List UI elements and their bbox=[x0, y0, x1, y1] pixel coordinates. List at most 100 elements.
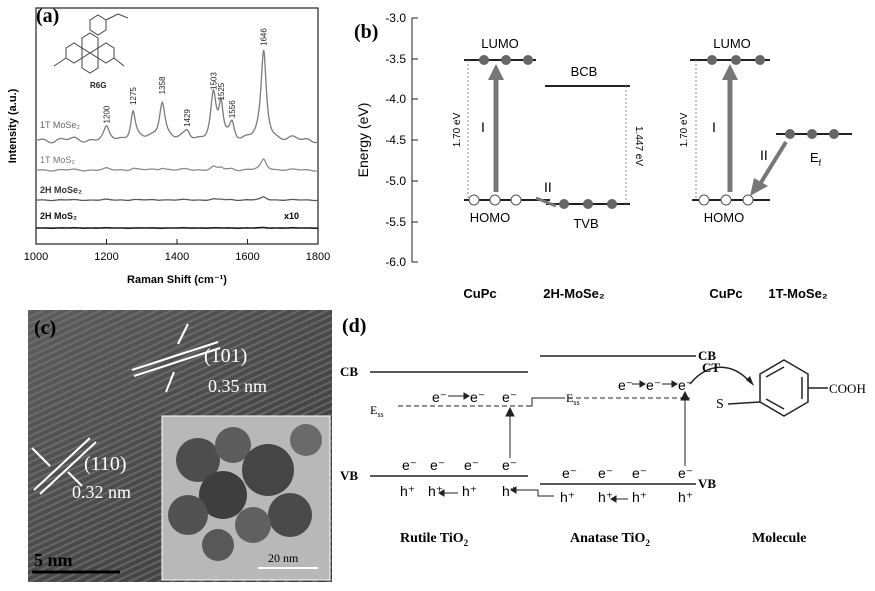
y-tick: -4.5 bbox=[385, 133, 406, 147]
peak-label: 1358 bbox=[158, 76, 167, 94]
filled-electrons-lumo-right bbox=[707, 55, 765, 65]
electron: e⁻ bbox=[402, 457, 417, 473]
trace-label-2h-mose2: 2H MoSe₂ bbox=[40, 185, 82, 195]
panel-b-energy-diagram: (b) -3.0 -3.5 -4.0 -4.5 -5.0 -5.5 -6.0 E… bbox=[354, 11, 852, 301]
hole: h⁺ bbox=[560, 489, 575, 505]
x-tick-label: 1200 bbox=[94, 251, 118, 263]
peak-label: 1525 bbox=[217, 82, 226, 100]
filled-electrons-ef bbox=[785, 129, 839, 139]
electron: e⁻ bbox=[678, 377, 693, 393]
arrow-head bbox=[722, 64, 738, 80]
hole: h⁺ bbox=[678, 489, 693, 505]
label-rutile-sub: 2 bbox=[464, 538, 469, 548]
plane-110-marker bbox=[31, 437, 97, 495]
x-tick-label: 1000 bbox=[24, 251, 48, 263]
electron: e⁻ bbox=[464, 457, 479, 473]
y-tick: -5.0 bbox=[385, 174, 406, 188]
panel-d-label: (d) bbox=[342, 315, 366, 337]
cooh-label: COOH bbox=[829, 381, 866, 396]
d-spacing-101: 0.35 nm bbox=[208, 376, 267, 396]
label-rutile-main: Rutile TiO bbox=[400, 531, 464, 546]
ess-main: E bbox=[370, 403, 377, 417]
y-tick: -6.0 bbox=[385, 255, 406, 269]
peak-label: 1200 bbox=[103, 105, 112, 123]
scale-label-inset: 20 nm bbox=[268, 551, 299, 565]
hole: h⁺ bbox=[598, 489, 613, 505]
arrow-label-I-right: I bbox=[712, 119, 716, 135]
hole: h⁺ bbox=[502, 483, 517, 499]
caption-2h-mose2: 2H-MoSe₂ bbox=[543, 286, 605, 301]
lumo-label-right: LUMO bbox=[713, 36, 751, 51]
plane-101-marker bbox=[131, 323, 221, 393]
bcb-label: BCB bbox=[571, 64, 598, 79]
r6g-molecule-sketch bbox=[53, 13, 129, 74]
transfer-arrow-II-left bbox=[535, 196, 557, 208]
scale-note: x10 bbox=[284, 211, 299, 221]
arrow-head bbox=[750, 178, 768, 196]
electron: e⁻ bbox=[678, 465, 693, 481]
cb-label-right: CB bbox=[698, 348, 716, 363]
transfer-arrow-II-right bbox=[758, 140, 788, 186]
ess-sub: ss bbox=[573, 398, 579, 407]
panel-a-raman-chart: (a) R6G 1000 1200 1400 1600 1800 Raman Shift… bbox=[7, 5, 330, 286]
x-tick-label: 1600 bbox=[235, 251, 259, 263]
panel-c-label: (c) bbox=[34, 317, 56, 339]
x-axis-ticks: 1000 1200 1400 1600 1800 bbox=[24, 239, 330, 263]
y-axis-label: Energy (eV) bbox=[355, 103, 371, 178]
trace-label-1t-mose2: 1T MoSe₂ bbox=[40, 120, 80, 130]
electron: e⁻ bbox=[598, 465, 613, 481]
y-tick: -5.5 bbox=[385, 215, 406, 229]
filled-electrons-tvb bbox=[559, 199, 617, 209]
excitation-arrows bbox=[505, 390, 690, 466]
fermi-label-main: E bbox=[810, 150, 819, 165]
electron: e⁻ bbox=[502, 457, 517, 473]
charge-transfer-arrow bbox=[689, 366, 751, 385]
vb-label-left: VB bbox=[340, 468, 358, 483]
electron: e⁻ bbox=[562, 465, 577, 481]
vb-label-right: VB bbox=[698, 476, 716, 491]
vb-electrons: e⁻ e⁻ e⁻ e⁻ e⁻ e⁻ e⁻ e⁻ bbox=[402, 457, 693, 481]
caption-1t-mose2: 1T-MoSe₂ bbox=[768, 286, 827, 301]
trace-label-2h-mos2: 2H MoS₂ bbox=[40, 211, 77, 221]
electron: e⁻ bbox=[432, 389, 447, 405]
panel-d-band-diagram: (d) CB CB Ess Ess e⁻ e⁻ e⁻ e⁻ e⁻ e⁻ VB V… bbox=[340, 315, 866, 548]
peak-label: 1429 bbox=[183, 109, 192, 127]
thiobenzoic-acid-molecule bbox=[727, 359, 828, 417]
y-axis-ticks: -3.0 -3.5 -4.0 -4.5 -5.0 -5.5 -6.0 bbox=[385, 11, 418, 269]
caption-cupc-left: CuPc bbox=[463, 286, 496, 301]
cb-label-left: CB bbox=[340, 364, 358, 379]
spectrum-trace-2 bbox=[36, 158, 319, 172]
ess-electrons: e⁻ e⁻ e⁻ e⁻ e⁻ e⁻ bbox=[432, 377, 693, 405]
lumo-label-left: LUMO bbox=[481, 36, 519, 51]
peak-label: 1503 bbox=[209, 72, 218, 90]
label-anatase-main: Anatase TiO bbox=[570, 531, 645, 546]
panel-b-label: (b) bbox=[354, 21, 378, 43]
ess-sub: ss bbox=[377, 410, 383, 419]
ct-label: CT bbox=[702, 360, 720, 375]
electron: e⁻ bbox=[618, 377, 633, 393]
arrow-head bbox=[746, 376, 754, 386]
empty-holes-homo-left bbox=[468, 194, 522, 206]
peak-label: 1646 bbox=[260, 28, 269, 46]
electron: e⁻ bbox=[470, 389, 485, 405]
electron: e⁻ bbox=[632, 465, 647, 481]
tvb-label: TVB bbox=[573, 216, 598, 231]
spectrum-trace-1 bbox=[35, 49, 319, 144]
ess-main: E bbox=[566, 391, 573, 405]
y-tick: -3.5 bbox=[385, 52, 406, 66]
peak-label: 1556 bbox=[228, 100, 237, 118]
panel-c-tem-image: (c) (101) 0.35 nm (110) 0.32 nm 5 nm 20 … bbox=[28, 310, 332, 582]
gap-label-2h: 1.447 eV bbox=[633, 126, 644, 166]
label-anatase-sub: 2 bbox=[645, 538, 650, 548]
arrow-head bbox=[488, 64, 504, 80]
x-tick-label: 1400 bbox=[165, 251, 189, 263]
scale-label-main: 5 nm bbox=[34, 550, 73, 570]
ess-step bbox=[528, 397, 560, 407]
fermi-label-sub: f bbox=[819, 158, 822, 168]
label-anatase: Anatase TiO2 bbox=[570, 531, 650, 548]
plane-101-label: (101) bbox=[204, 345, 247, 367]
inset-tem-image bbox=[161, 415, 331, 581]
hole: h⁺ bbox=[400, 483, 415, 499]
arrow-label-II-right: II bbox=[760, 147, 768, 163]
